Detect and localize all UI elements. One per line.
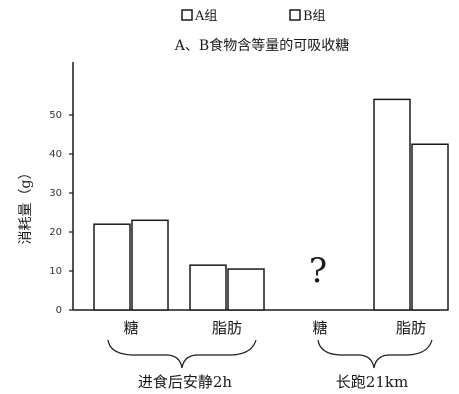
y-tick-label: 40 xyxy=(49,149,62,160)
legend-swatch-a xyxy=(181,9,193,21)
bar-a-fat-run xyxy=(373,98,411,311)
y-tick-0: 0 xyxy=(56,305,73,316)
y-axis-label: 消耗量（g） xyxy=(18,166,34,245)
bar-b-fat-run xyxy=(411,143,449,311)
x-category-label-fat-run: 脂肪 xyxy=(396,319,426,337)
legend-label-b: B组 xyxy=(303,9,326,24)
chart-title: A、B食物含等量的可吸收糖 xyxy=(174,37,349,54)
y-tick-label: 20 xyxy=(49,227,62,238)
y-tick-label: 0 xyxy=(56,305,62,316)
legend-label-a: A组 xyxy=(194,9,217,24)
group-brace-rest xyxy=(107,339,257,369)
bars xyxy=(93,98,449,311)
y-ticks: 0 10 20 30 40 50 xyxy=(49,110,73,316)
bar-a-fat-rest xyxy=(189,264,227,311)
legend: A组 B组 xyxy=(181,9,326,24)
legend-swatch-b xyxy=(289,9,301,21)
y-tick-50: 50 xyxy=(49,110,73,121)
x-category-label-fat-rest: 脂肪 xyxy=(212,319,242,337)
y-tick-10: 10 xyxy=(49,266,73,277)
bar-b-fat-rest xyxy=(227,268,265,311)
bar-b-sugar-rest xyxy=(131,219,169,311)
x-category-labels: 糖 脂肪 糖 脂肪 xyxy=(123,319,426,337)
x-category-label-sugar-run: 糖 xyxy=(312,319,327,337)
group-label-rest: 进食后安静2h xyxy=(138,373,233,391)
group-label-run: 长跑21km xyxy=(336,373,408,391)
y-tick-20: 20 xyxy=(49,227,73,238)
y-tick-40: 40 xyxy=(49,149,73,160)
missing-value-annotation: ? xyxy=(309,251,327,291)
group-brace-run xyxy=(317,339,433,369)
y-tick-label: 10 xyxy=(49,266,62,277)
y-tick-label: 30 xyxy=(49,188,62,199)
bar-a-sugar-rest xyxy=(93,223,131,311)
y-tick-label: 50 xyxy=(49,110,62,121)
x-category-label-sugar-rest: 糖 xyxy=(123,319,138,337)
y-tick-30: 30 xyxy=(49,188,73,199)
